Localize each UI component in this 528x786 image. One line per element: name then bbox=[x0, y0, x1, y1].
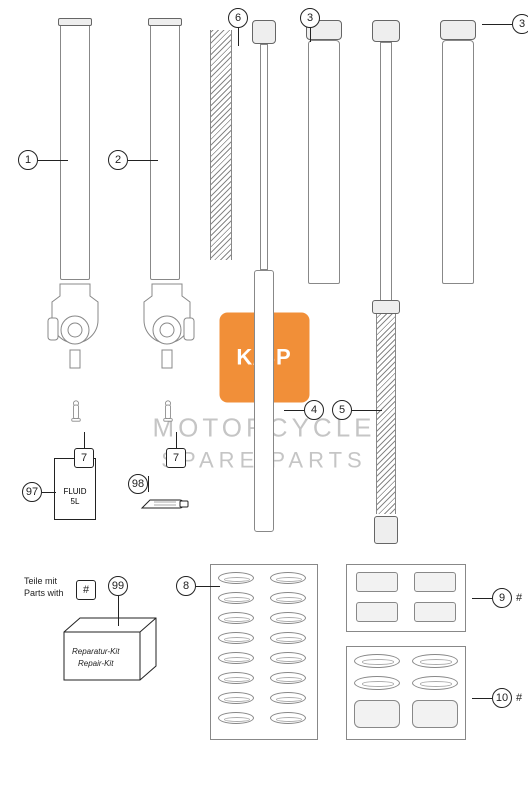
kit-side-hash-box: # bbox=[76, 580, 96, 600]
callout-9: 9 # bbox=[472, 588, 522, 608]
oil-label-2: 5L bbox=[71, 497, 80, 506]
axle-bolt-b bbox=[162, 400, 174, 422]
callout-8: 8 bbox=[176, 576, 220, 596]
dust-seal-6 bbox=[412, 700, 458, 728]
callout-98-bubble: 98 bbox=[128, 474, 148, 494]
callout-99-bubble: 99 bbox=[108, 576, 128, 596]
callout-10-hash: # bbox=[516, 692, 522, 704]
callout-97: 97 bbox=[22, 482, 56, 502]
cartridge-rod-upper bbox=[260, 44, 268, 270]
callout-4-bubble: 4 bbox=[304, 400, 324, 420]
bushing-2 bbox=[414, 572, 456, 592]
callout-4: 4 bbox=[284, 400, 324, 420]
callout-8-bubble: 8 bbox=[176, 576, 196, 596]
callout-5-bubble: 5 bbox=[332, 400, 352, 420]
callout-3b: 3 bbox=[482, 14, 528, 34]
seal-ring-item bbox=[270, 652, 306, 664]
grease-tube bbox=[140, 494, 190, 512]
cartridge-cap-4 bbox=[252, 20, 276, 44]
cartridge-5-upper bbox=[380, 42, 392, 302]
seal-ring-item bbox=[218, 692, 254, 704]
dust-seal-4 bbox=[412, 676, 458, 690]
callout-3a-bubble: 3 bbox=[300, 8, 320, 28]
seal-ring-item bbox=[270, 692, 306, 704]
callout-10-bubble: 10 bbox=[492, 688, 512, 708]
bushing-3 bbox=[356, 602, 398, 622]
outer-tube-a bbox=[308, 40, 340, 284]
seal-ring-item bbox=[270, 572, 306, 584]
callout-7a bbox=[84, 432, 85, 448]
outer-tube-cap-b bbox=[440, 20, 476, 40]
callout-5: 5 bbox=[332, 400, 382, 420]
fork-foot-right bbox=[132, 282, 202, 372]
kit-side-hash: # bbox=[76, 580, 96, 600]
seal-ring-item bbox=[270, 672, 306, 684]
dust-seal-5 bbox=[354, 700, 400, 728]
seal-ring-item bbox=[270, 592, 306, 604]
seal-ring-item bbox=[218, 612, 254, 624]
seal-ring-item bbox=[218, 632, 254, 644]
callout-7b-bubble: 7 bbox=[166, 448, 186, 468]
callout-9-hash: # bbox=[516, 592, 522, 604]
seal-ring-item bbox=[218, 572, 254, 584]
callout-2: 2 bbox=[108, 150, 158, 170]
seal-ring-item bbox=[218, 652, 254, 664]
axle-bolt-a bbox=[70, 400, 82, 422]
fork-foot-left bbox=[40, 282, 110, 372]
oil-label-1: FLUID bbox=[63, 487, 86, 496]
callout-6: 6 bbox=[228, 8, 248, 46]
cartridge-5-collar bbox=[372, 300, 400, 314]
seal-ring-item bbox=[270, 612, 306, 624]
svg-text:Repair-Kit: Repair-Kit bbox=[78, 659, 114, 668]
dust-seal-3 bbox=[354, 676, 400, 690]
cartridge-cap-5 bbox=[372, 20, 400, 42]
cartridge-rod-lower bbox=[254, 270, 274, 532]
callout-7a-b: 7 bbox=[74, 448, 94, 468]
bushing-1 bbox=[356, 572, 398, 592]
cartridge-5-foot bbox=[374, 516, 398, 544]
callout-7b bbox=[176, 432, 177, 448]
callout-10: 10 # bbox=[472, 688, 522, 708]
seal-ring-item bbox=[270, 632, 306, 644]
callout-1-bubble: 1 bbox=[18, 150, 38, 170]
callout-9-bubble: 9 bbox=[492, 588, 512, 608]
svg-text:Reparatur-Kit: Reparatur-Kit bbox=[72, 647, 120, 656]
callout-7b-b: 7 bbox=[166, 448, 186, 468]
fork-leg-left-top bbox=[58, 18, 92, 26]
callout-2-bubble: 2 bbox=[108, 150, 128, 170]
dust-seal-2 bbox=[412, 654, 458, 668]
callout-99: 99 bbox=[108, 576, 128, 626]
callout-1: 1 bbox=[18, 150, 68, 170]
seal-ring-item bbox=[270, 712, 306, 724]
diagram-canvas: { "watermark": { "logo_text": "K/SP", "l… bbox=[0, 0, 528, 786]
kit-side-l2: Parts with bbox=[24, 588, 64, 598]
seal-ring-item bbox=[218, 592, 254, 604]
kit-side-l1: Teile mit bbox=[24, 576, 57, 586]
seal-ring-item bbox=[218, 712, 254, 724]
fork-spring bbox=[210, 30, 232, 260]
fork-leg-right-top bbox=[148, 18, 182, 26]
bushing-4 bbox=[414, 602, 456, 622]
callout-3b-bubble: 3 bbox=[512, 14, 528, 34]
callout-3a: 3 bbox=[300, 8, 320, 42]
callout-98: 98 bbox=[128, 474, 149, 494]
dust-seal-1 bbox=[354, 654, 400, 668]
kit-side-label: Teile mit Parts with bbox=[24, 576, 64, 599]
callout-97-bubble: 97 bbox=[22, 482, 42, 502]
callout-6-bubble: 6 bbox=[228, 8, 248, 28]
callout-7a-bubble: 7 bbox=[74, 448, 94, 468]
outer-tube-b bbox=[442, 40, 474, 284]
seal-ring-item bbox=[218, 672, 254, 684]
